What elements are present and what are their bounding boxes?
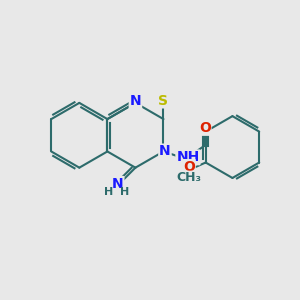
Text: CH₃: CH₃ bbox=[176, 171, 201, 184]
Text: O: O bbox=[199, 121, 211, 135]
Text: NH: NH bbox=[176, 150, 200, 164]
Text: N: N bbox=[130, 94, 141, 108]
Text: N: N bbox=[112, 177, 124, 191]
Text: N: N bbox=[159, 145, 171, 158]
Text: H: H bbox=[120, 187, 129, 197]
Text: O: O bbox=[183, 160, 195, 174]
Text: S: S bbox=[158, 94, 169, 107]
Text: H: H bbox=[104, 187, 114, 197]
